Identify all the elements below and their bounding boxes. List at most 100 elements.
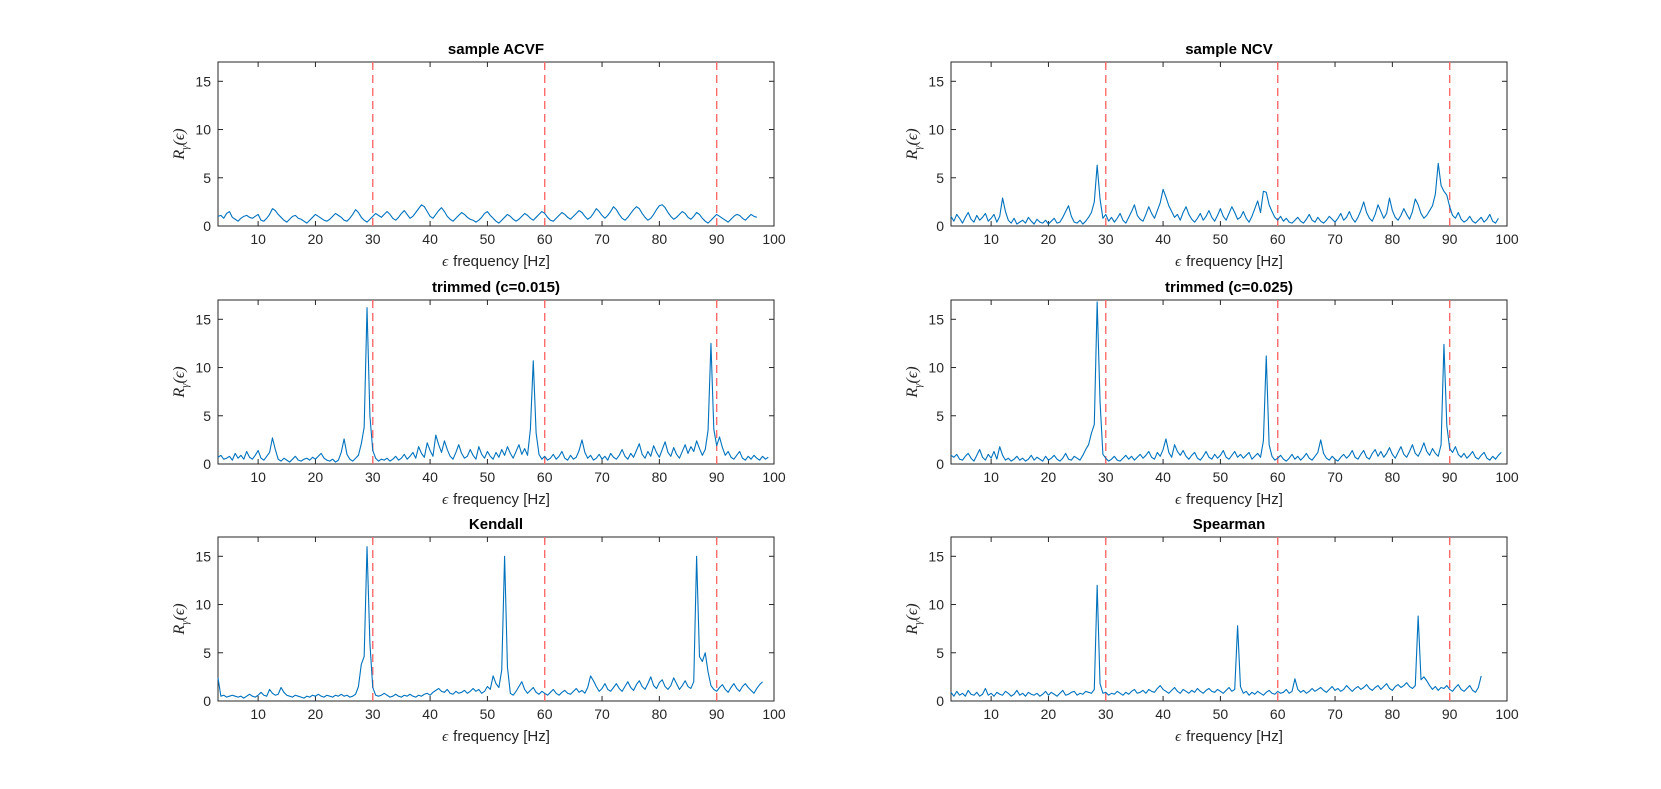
x-tick-label: 60: [537, 706, 553, 722]
y-tick-label: 10: [195, 360, 211, 376]
x-tick-label: 10: [250, 469, 266, 485]
x-tick-label: 40: [422, 469, 438, 485]
axes-box: [217, 61, 775, 227]
subplot-1: sample ACVF 10 20 30 40 50 60 70 80 90 100 0 5 10 15 ϵ f…: [171, 41, 786, 270]
x-tick-label: 40: [1155, 706, 1171, 722]
x-axis-label: ϵ frequency [Hz]: [1175, 728, 1283, 745]
x-axis-label-text: frequency [Hz]: [453, 253, 550, 270]
x-tick-label: 50: [480, 231, 496, 247]
x-tick-label: 30: [365, 469, 381, 485]
y-axis-label-main: R: [904, 150, 921, 161]
x-tick-label: 80: [652, 706, 668, 722]
subplot-title: Kendall: [469, 516, 523, 533]
series-line: [950, 162, 1499, 225]
x-axis-label-symbol: ϵ: [1175, 729, 1182, 745]
subplot-title: trimmed (c=0.025): [1165, 279, 1293, 296]
y-axis-label-sub: γ: [179, 383, 191, 388]
x-tick-label: 10: [250, 231, 266, 247]
x-tick-label: 80: [652, 231, 668, 247]
y-tick-label: 0: [936, 693, 944, 709]
x-tick-label: 70: [1327, 231, 1343, 247]
x-tick-label: 10: [983, 469, 999, 485]
y-tick-label: 10: [195, 122, 211, 138]
subplot-4: trimmed (c=0.025) 10 20 30 40 50 60 70 80 90 100 0 5…: [904, 279, 1519, 508]
x-tick-label: 40: [1155, 231, 1171, 247]
x-axis-label-text: frequency [Hz]: [1186, 728, 1283, 745]
x-tick-label: 20: [308, 231, 324, 247]
x-tick-label: 50: [1213, 706, 1229, 722]
x-tick-label: 90: [1442, 469, 1458, 485]
y-axis-label-main: R: [171, 625, 188, 636]
x-axis-label-text: frequency [Hz]: [1186, 253, 1283, 270]
x-tick-label: 100: [1495, 469, 1519, 485]
x-tick-label: 50: [480, 469, 496, 485]
x-tick-label: 60: [1270, 706, 1286, 722]
x-tick-label: 70: [1327, 706, 1343, 722]
x-axis-label-symbol: ϵ: [442, 729, 449, 745]
x-axis-label: ϵ frequency [Hz]: [1175, 491, 1283, 508]
x-tick-label: 70: [1327, 469, 1343, 485]
y-axis-label: Rγ(ϵ): [904, 366, 924, 398]
x-tick-label: 20: [308, 706, 324, 722]
y-tick-label: 15: [195, 311, 211, 327]
x-axis-label-text: frequency [Hz]: [1186, 491, 1283, 508]
x-tick-label: 80: [1385, 469, 1401, 485]
series-line: [950, 301, 1502, 462]
y-axis-label-arg: (ϵ): [171, 128, 188, 145]
x-tick-label: 10: [250, 706, 266, 722]
x-tick-label: 50: [1213, 231, 1229, 247]
x-tick-label: 90: [1442, 706, 1458, 722]
x-tick-label: 100: [762, 469, 786, 485]
y-tick-label: 0: [203, 693, 211, 709]
subplot-5: Kendall 10 20 30 40 50 60 70 80 90 100 0 5 10 15 ϵ frequ…: [171, 516, 786, 745]
y-axis-label-main: R: [904, 625, 921, 636]
y-tick-label: 5: [203, 645, 211, 661]
x-tick-label: 30: [1098, 469, 1114, 485]
x-axis-label: ϵ frequency [Hz]: [442, 253, 550, 270]
series-line: [217, 307, 769, 463]
x-tick-label: 100: [1495, 231, 1519, 247]
series-line: [217, 204, 757, 224]
y-tick-label: 15: [195, 548, 211, 564]
x-axis-label-text: frequency [Hz]: [453, 491, 550, 508]
subplot-3: trimmed (c=0.015) 10 20 30 40 50 60 70 80 90 100 0 5…: [171, 279, 786, 508]
y-tick-label: 5: [936, 645, 944, 661]
x-axis-label: ϵ frequency [Hz]: [1175, 253, 1283, 270]
x-tick-label: 60: [1270, 469, 1286, 485]
axes-box: [950, 299, 1508, 465]
y-axis-label-main: R: [171, 150, 188, 161]
y-axis-label: Rγ(ϵ): [904, 128, 924, 160]
y-axis-label-arg: (ϵ): [904, 366, 921, 383]
y-axis-label-sub: γ: [912, 145, 924, 150]
x-axis-label-symbol: ϵ: [1175, 254, 1182, 270]
x-tick-label: 70: [594, 469, 610, 485]
x-tick-label: 100: [1495, 706, 1519, 722]
x-tick-label: 60: [537, 469, 553, 485]
x-tick-label: 30: [1098, 706, 1114, 722]
y-axis-label: Rγ(ϵ): [171, 128, 191, 160]
y-axis-label-sub: γ: [912, 620, 924, 625]
axes-box: [217, 536, 775, 702]
series-line: [950, 584, 1482, 697]
x-tick-label: 90: [709, 469, 725, 485]
y-axis-label-arg: (ϵ): [171, 603, 188, 620]
x-tick-label: 20: [1041, 231, 1057, 247]
y-tick-label: 0: [936, 218, 944, 234]
y-tick-label: 0: [203, 456, 211, 472]
y-tick-label: 10: [195, 597, 211, 613]
y-tick-label: 0: [203, 218, 211, 234]
y-axis-label: Rγ(ϵ): [171, 366, 191, 398]
x-tick-label: 40: [422, 706, 438, 722]
y-tick-label: 5: [203, 170, 211, 186]
y-tick-label: 15: [928, 311, 944, 327]
x-axis-label-symbol: ϵ: [442, 492, 449, 508]
x-axis-label-symbol: ϵ: [442, 254, 449, 270]
x-tick-label: 20: [308, 469, 324, 485]
y-axis-label: Rγ(ϵ): [904, 603, 924, 635]
y-axis-label-sub: γ: [912, 383, 924, 388]
x-tick-label: 50: [480, 706, 496, 722]
series-line: [217, 546, 763, 699]
x-tick-label: 40: [422, 231, 438, 247]
x-tick-label: 10: [983, 231, 999, 247]
y-tick-label: 5: [203, 408, 211, 424]
